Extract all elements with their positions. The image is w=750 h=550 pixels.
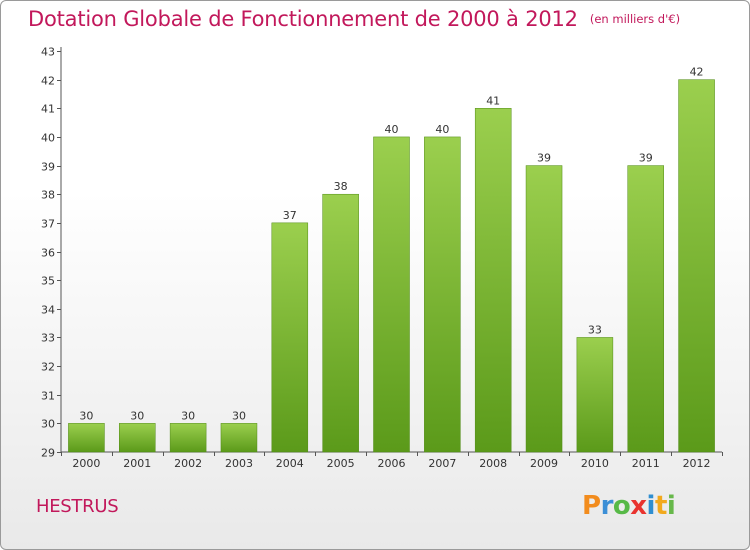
x-tick-label: 2000 (72, 457, 100, 470)
data-label: 40 (385, 123, 399, 136)
bar (424, 136, 461, 453)
chart-title: Dotation Globale de Fonctionnement de 20… (28, 7, 680, 31)
x-tick-label: 2012 (683, 457, 711, 470)
bar (373, 136, 410, 453)
x-tick-label: 2008 (479, 457, 507, 470)
x-tick-label: 2006 (378, 457, 406, 470)
y-tick-label: 42 (41, 75, 55, 88)
y-tick-label: 33 (41, 332, 55, 345)
commune-name: HESTRUS (36, 496, 119, 517)
x-tick-label: 2009 (530, 457, 558, 470)
logo-letter: r (600, 491, 614, 521)
logo-letter: t (654, 491, 667, 521)
data-label: 30 (232, 409, 246, 422)
bar (576, 337, 614, 453)
bar (627, 165, 664, 453)
data-label: 33 (588, 323, 602, 336)
data-label: 30 (79, 409, 93, 422)
bar (169, 423, 207, 453)
x-tick-label: 2005 (327, 457, 355, 470)
x-tick-label: 2007 (428, 457, 456, 470)
bar (525, 165, 563, 453)
data-label: 40 (435, 123, 449, 136)
y-tick-label: 29 (41, 447, 55, 460)
y-tick-label: 39 (41, 161, 55, 174)
axes: 29 30 31 32 33 34 35 36 37 38 39 40 41 42 43 2000 2001 20… (41, 46, 723, 470)
x-tick-label: 2002 (174, 457, 202, 470)
logo-letter: o (612, 491, 631, 521)
y-tick-label: 32 (41, 361, 55, 374)
data-label: 37 (283, 209, 297, 222)
y-tick-label: 30 (41, 418, 55, 431)
y-tick-label: 41 (41, 103, 55, 116)
data-label: 38 (334, 180, 348, 193)
data-label: 41 (486, 94, 500, 107)
logo-letter: P (582, 491, 601, 521)
data-label: 30 (181, 409, 195, 422)
bar (220, 423, 258, 453)
y-tick-label: 35 (41, 275, 55, 288)
bars (68, 79, 715, 453)
title-text: Dotation Globale de Fonctionnement de 20… (28, 7, 578, 31)
bar (678, 79, 715, 453)
y-tick-label: 38 (41, 189, 55, 202)
x-tick-label: 2010 (581, 457, 609, 470)
bar (68, 423, 105, 453)
data-label: 30 (130, 409, 144, 422)
value-labels: 30 30 30 30 37 38 40 40 41 39 33 39 42 (79, 66, 703, 423)
x-tick-label: 2011 (632, 457, 660, 470)
subtitle-text: (en milliers d'€) (589, 12, 681, 26)
bar (119, 423, 156, 453)
logo-letter: i (646, 491, 656, 521)
y-tick-label: 40 (41, 132, 55, 145)
data-label: 39 (639, 152, 653, 165)
x-tick-label: 2001 (123, 457, 151, 470)
y-tick-label: 34 (41, 304, 55, 317)
x-tick-label: 2003 (225, 457, 253, 470)
y-tick-label: 31 (41, 390, 55, 403)
bar (271, 222, 309, 453)
y-tick-label: 43 (41, 46, 55, 59)
proxiti-logo: Proxiti (582, 491, 676, 521)
y-tick-label: 36 (41, 247, 55, 260)
logo-letter: x (630, 491, 647, 521)
y-tick-label: 37 (41, 218, 55, 231)
logo-letter: i (666, 491, 676, 521)
bar (474, 108, 512, 453)
data-label: 39 (537, 152, 551, 165)
bar (322, 193, 359, 453)
data-label: 42 (690, 66, 704, 79)
x-tick-label: 2004 (276, 457, 304, 470)
